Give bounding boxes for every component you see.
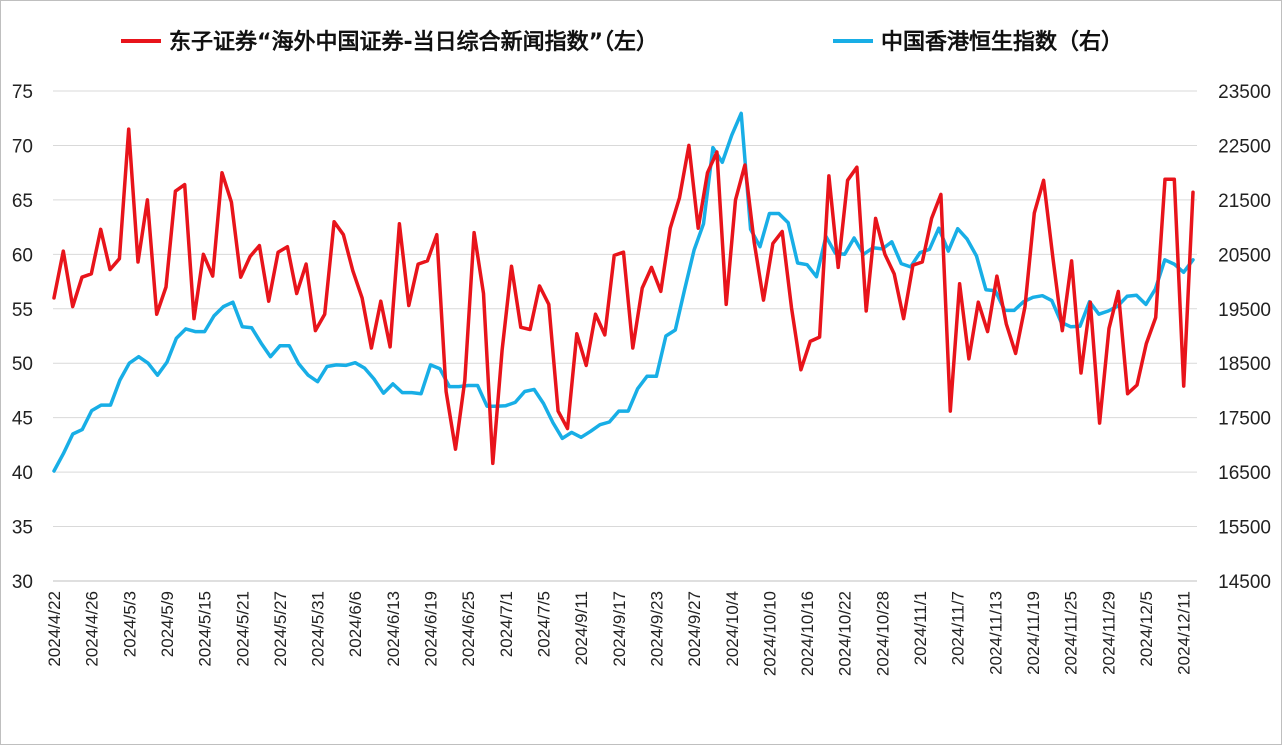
right-y-tick-label: 21500 xyxy=(1218,191,1271,212)
left-y-tick-label: 30 xyxy=(12,572,33,593)
x-tick-label: 2024/12/5 xyxy=(1137,591,1156,667)
x-tick-label: 2024/12/11 xyxy=(1175,591,1194,675)
x-tick-label: 2024/5/21 xyxy=(233,591,252,667)
x-tick-label: 2024/5/31 xyxy=(309,591,328,667)
x-tick-label: 2024/11/19 xyxy=(1024,591,1043,675)
left-y-tick-label: 40 xyxy=(12,463,33,484)
right-y-tick-label: 16500 xyxy=(1218,463,1271,484)
x-tick-label: 2024/6/6 xyxy=(346,591,365,657)
right-y-tick-label: 20500 xyxy=(1218,245,1271,266)
left-y-tick-label: 70 xyxy=(12,136,33,157)
right-y-tick-label: 15500 xyxy=(1218,518,1271,539)
right-y-tick-label: 18500 xyxy=(1218,354,1271,375)
right-y-tick-label: 14500 xyxy=(1218,572,1271,593)
left-y-tick-label: 50 xyxy=(12,354,33,375)
gridlines xyxy=(53,90,1197,582)
x-tick-label: 2024/7/5 xyxy=(534,591,553,657)
x-tick-label: 2024/11/13 xyxy=(986,591,1005,675)
x-axis: 2024/4/22 2024/4/26 2024/5/3 2024/5/9 2024/5… xyxy=(45,580,1197,676)
right-y-tick-label: 17500 xyxy=(1218,409,1271,430)
right-y-tick-label: 19500 xyxy=(1218,300,1271,321)
x-tick-label: 2024/6/25 xyxy=(459,591,478,667)
news-index-line xyxy=(52,127,1195,466)
x-tick-label: 2024/10/28 xyxy=(873,591,892,676)
series-lines xyxy=(52,111,1195,473)
left-y-tick-label: 65 xyxy=(12,191,33,212)
x-tick-label: 2024/5/3 xyxy=(120,591,139,657)
x-tick-label: 2024/5/27 xyxy=(271,591,290,667)
x-tick-label: 2024/10/4 xyxy=(723,591,742,667)
legend-news-index-label: 东子证券“海外中国证券-当日综合新闻指数”（左） xyxy=(169,29,658,55)
x-tick-label: 2024/11/7 xyxy=(949,591,968,665)
x-tick-label: 2024/11/29 xyxy=(1099,591,1118,675)
right-y-axis: 14500 15500 16500 17500 18500 19500 20500 21500… xyxy=(1218,82,1271,593)
left-y-tick-label: 60 xyxy=(12,245,33,266)
left-y-tick-label: 45 xyxy=(12,409,33,430)
x-tick-label: 2024/6/13 xyxy=(384,591,403,667)
legend-hang-seng-label: 中国香港恒生指数（右） xyxy=(881,29,1123,55)
x-tick-label: 2024/9/17 xyxy=(610,591,629,667)
x-tick-label: 2024/10/10 xyxy=(760,591,779,676)
left-y-tick-label: 75 xyxy=(12,82,33,103)
x-tick-label: 2024/5/15 xyxy=(196,591,215,667)
x-tick-label: 2024/7/1 xyxy=(497,591,516,657)
left-y-axis: 30 35 40 45 50 55 60 65 70 75 xyxy=(12,82,33,593)
right-y-tick-label: 23500 xyxy=(1218,82,1271,103)
x-tick-label: 2024/9/23 xyxy=(647,591,666,667)
left-y-tick-label: 35 xyxy=(12,518,33,539)
x-tick-label: 2024/9/11 xyxy=(572,591,591,665)
x-tick-label: 2024/5/9 xyxy=(158,591,177,657)
x-tick-label: 2024/4/26 xyxy=(83,591,102,667)
legend: 东子证券“海外中国证券-当日综合新闻指数”（左） 中国香港恒生指数（右） xyxy=(121,29,1123,55)
x-tick-label: 2024/4/22 xyxy=(45,591,64,667)
x-tick-label: 2024/10/22 xyxy=(836,591,855,676)
x-tick-label: 2024/10/16 xyxy=(798,591,817,676)
left-y-tick-label: 55 xyxy=(12,300,33,321)
x-tick-label: 2024/9/27 xyxy=(685,591,704,667)
x-tick-label: 2024/11/1 xyxy=(911,591,930,665)
x-tick-label: 2024/6/19 xyxy=(422,591,441,667)
x-tick-label: 2024/11/25 xyxy=(1062,591,1081,675)
right-y-tick-label: 22500 xyxy=(1218,136,1271,157)
